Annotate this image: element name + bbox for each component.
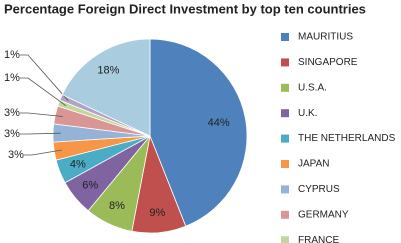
legend-label: SINGAPORE [298, 57, 358, 68]
legend-swatch [281, 58, 289, 67]
legend-swatch [281, 210, 289, 219]
legend-label: GERMANY [298, 209, 349, 220]
chart-title: Percentage Foreign Direct Investment by … [4, 1, 366, 16]
data-label: 8% [109, 200, 125, 212]
legend-swatch [281, 185, 289, 194]
legend-swatch [281, 83, 289, 92]
legend-label: FRANCE [298, 235, 339, 243]
legend-label: THE NETHERLANDS [298, 133, 396, 144]
data-label: 3% [4, 128, 20, 140]
data-label: 18% [97, 64, 119, 76]
data-label: 4% [70, 158, 86, 170]
legend-label: JAPAN [298, 159, 330, 170]
legend-label: U.S.A. [298, 82, 327, 93]
pie-slice [149, 38, 248, 227]
leader-line [20, 54, 69, 101]
legend-swatch [281, 33, 289, 41]
leader-line [24, 149, 62, 156]
pie-slice [61, 38, 151, 137]
legend-swatch [281, 160, 289, 168]
data-label: 44% [208, 117, 230, 129]
leader-line [20, 77, 67, 107]
legend-swatch [281, 236, 289, 243]
data-label: 3% [4, 107, 20, 119]
legend-label: CYPRUS [298, 184, 340, 195]
data-label: 1% [4, 72, 20, 84]
legend-swatch [281, 134, 289, 143]
data-label: 3% [8, 149, 24, 161]
legend-label: U.K. [298, 108, 317, 119]
data-label: 6% [82, 179, 98, 191]
leader-line [20, 112, 63, 117]
legend-swatch [281, 109, 289, 118]
data-label: 9% [149, 207, 165, 219]
data-label: 1% [4, 49, 20, 61]
legend-label: MAURITIUS [298, 32, 353, 43]
leader-line [20, 132, 61, 135]
